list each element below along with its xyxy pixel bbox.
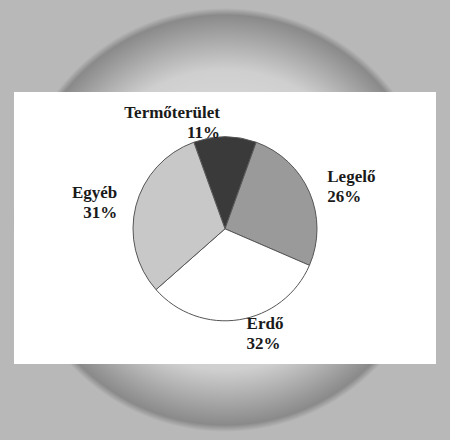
svg-text:31%: 31%	[83, 203, 117, 222]
svg-text:11%: 11%	[187, 123, 220, 142]
svg-text:Egyéb: Egyéb	[72, 183, 117, 202]
svg-text:Termőterület: Termőterület	[124, 103, 220, 122]
svg-text:Legelő: Legelő	[327, 167, 376, 186]
svg-text:26%: 26%	[327, 187, 361, 206]
svg-text:Erdő: Erdő	[247, 314, 284, 333]
svg-text:32%: 32%	[247, 334, 281, 353]
